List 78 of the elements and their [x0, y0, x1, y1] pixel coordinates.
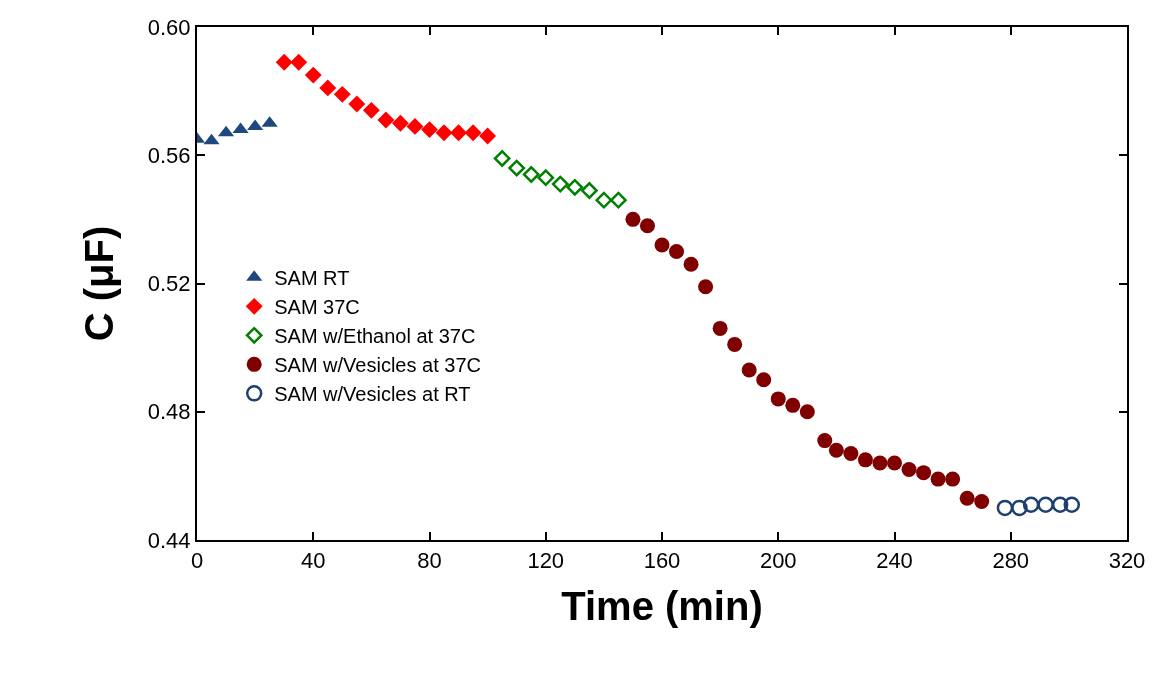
- point: [1037, 496, 1054, 513]
- y-tick-label: 0.48: [147, 399, 191, 425]
- x-tick-label: 0: [190, 548, 204, 574]
- point: [625, 211, 641, 227]
- y-tick-label: 0.52: [147, 271, 191, 297]
- point: [669, 243, 685, 259]
- point: [464, 124, 482, 142]
- point: [304, 66, 322, 84]
- point: [974, 494, 990, 510]
- point: [817, 433, 833, 449]
- point: [551, 175, 569, 193]
- point: [522, 166, 540, 183]
- point: [450, 124, 468, 142]
- point: [580, 182, 598, 199]
- point: [683, 256, 699, 272]
- point: [828, 442, 844, 458]
- point: [232, 122, 249, 134]
- x-tick-label: 120: [527, 548, 565, 574]
- point: [872, 455, 888, 471]
- point: [901, 461, 917, 477]
- legend-label: SAM 37C: [274, 296, 360, 319]
- point: [799, 404, 815, 420]
- point: [1011, 499, 1028, 517]
- x-tick-label: 80: [417, 548, 442, 574]
- point: [785, 397, 801, 413]
- x-tick-label: 240: [876, 548, 913, 574]
- point: [203, 133, 220, 145]
- point: [290, 53, 308, 71]
- point: [275, 53, 293, 71]
- point: [610, 191, 627, 209]
- legend-label: SAM RT: [274, 267, 350, 290]
- point: [727, 336, 743, 352]
- point: [930, 471, 946, 487]
- point: [421, 121, 438, 139]
- point: [654, 237, 670, 253]
- y-axis-title: C (μF): [76, 225, 121, 342]
- point: [741, 362, 757, 378]
- point: [1063, 496, 1081, 513]
- x-tick-label: 40: [301, 548, 326, 574]
- point: [479, 127, 497, 145]
- point: [639, 218, 655, 234]
- point: [362, 101, 380, 119]
- y-tick-label: 0.44: [147, 527, 191, 553]
- x-axis-title: Time (min): [561, 584, 763, 629]
- legend-label: SAM w/Vesicles at 37C: [274, 354, 481, 377]
- point: [996, 499, 1014, 517]
- x-tick-label: 320: [1108, 548, 1146, 574]
- point: [1022, 496, 1040, 513]
- point: [391, 114, 409, 132]
- point: [348, 95, 366, 113]
- point: [1051, 496, 1069, 513]
- point: [537, 169, 555, 187]
- point: [945, 471, 961, 487]
- point: [406, 117, 424, 135]
- x-tick-label: 280: [992, 548, 1030, 574]
- point: [698, 279, 714, 295]
- point: [916, 465, 932, 481]
- x-tick-label: 160: [643, 548, 681, 574]
- point: [712, 320, 728, 336]
- point: [566, 178, 584, 196]
- point: [377, 111, 395, 129]
- y-tick-label: 0.60: [147, 14, 191, 40]
- legend-label: SAM w/Ethanol at 37C: [274, 325, 476, 348]
- point: [508, 159, 526, 177]
- point: [887, 455, 902, 471]
- point: [756, 372, 772, 388]
- point: [843, 445, 859, 461]
- point: [857, 452, 873, 468]
- legend-label: SAM w/Vesicles at RT: [274, 383, 471, 406]
- x-tick-label: 200: [759, 548, 797, 574]
- point: [493, 150, 511, 167]
- point: [959, 490, 975, 506]
- point: [319, 79, 337, 97]
- point: [435, 124, 453, 142]
- y-tick-label: 0.56: [147, 142, 191, 168]
- point: [770, 391, 786, 407]
- point: [595, 191, 613, 209]
- point: [333, 85, 351, 103]
